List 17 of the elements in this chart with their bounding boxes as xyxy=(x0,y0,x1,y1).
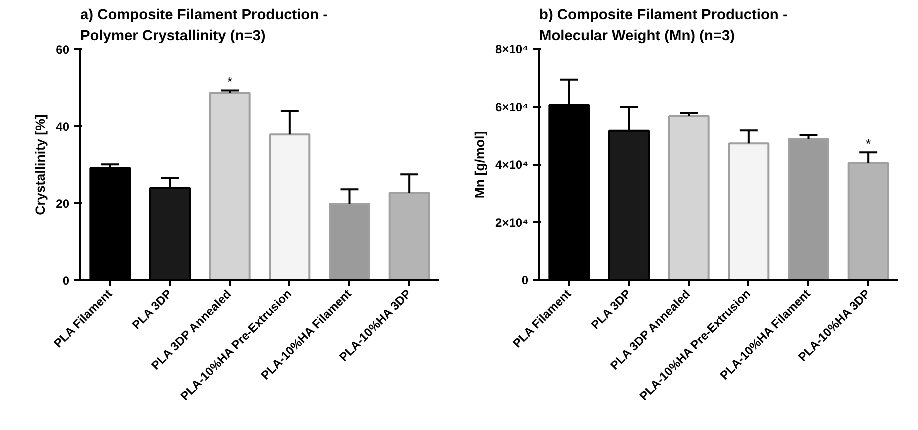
annotation: * xyxy=(227,74,233,90)
y-tick-label: 0 xyxy=(522,274,529,288)
annotation: * xyxy=(866,136,872,152)
y-tick-label: 8×10⁴ xyxy=(496,42,529,56)
x-tick-label: PLA 3DP xyxy=(588,286,634,332)
chart-title: b) Composite Filament Production - Molecular Weight (Mn) (n=3) xyxy=(540,8,788,44)
y-tick-label: 2×10⁴ xyxy=(496,216,529,230)
y-tick-label: 0 xyxy=(62,274,70,288)
y-tick-label: 4×10⁴ xyxy=(496,158,529,172)
y-axis-title: Crystallinity [%] xyxy=(33,114,48,216)
chart-title: a) Composite Filament Production - Polymer Crystallinity (n=3) xyxy=(80,8,328,44)
y-axis-title: Mn [g/mol] xyxy=(472,131,488,199)
y-tick-label: 40 xyxy=(56,120,70,134)
y-tick-label: 20 xyxy=(56,197,70,211)
y-tick-label: 60 xyxy=(56,43,70,57)
y-tick-label: 6×10⁴ xyxy=(496,100,529,114)
x-tick-label: PLA 3DP xyxy=(129,286,175,332)
